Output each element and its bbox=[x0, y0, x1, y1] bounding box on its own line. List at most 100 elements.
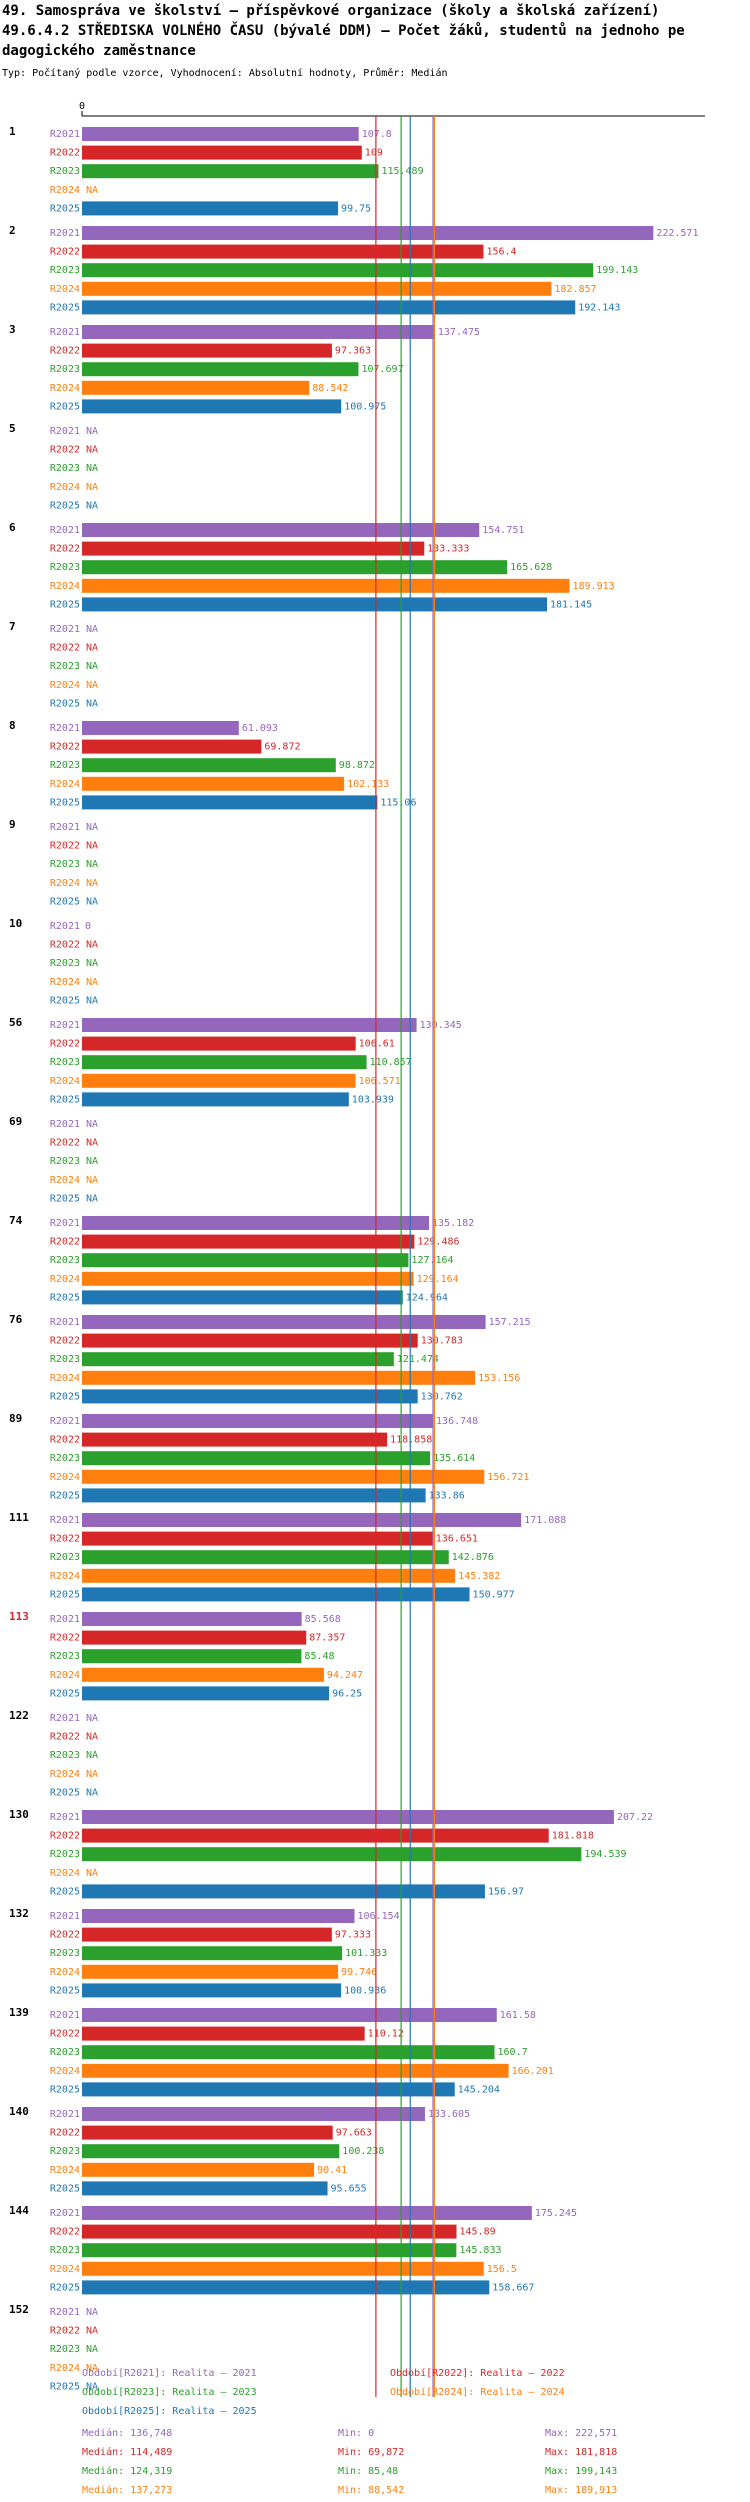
na-label-7-R2021: NA bbox=[86, 624, 98, 635]
bar-74-R2025 bbox=[82, 1290, 403, 1305]
series-label-111-R2021: R2021 bbox=[50, 1515, 80, 1526]
series-label-8-R2022: R2022 bbox=[50, 742, 80, 753]
na-label-10-R2025: NA bbox=[86, 995, 98, 1006]
series-label-9-R2021: R2021 bbox=[50, 822, 80, 833]
value-label-113-R2022: 87.357 bbox=[309, 1633, 345, 1644]
group-label-89: 89 bbox=[9, 1412, 22, 1425]
series-label-122-R2024: R2024 bbox=[50, 1769, 80, 1780]
series-label-140-R2025: R2025 bbox=[50, 2183, 80, 2194]
series-label-8-R2021: R2021 bbox=[50, 723, 80, 734]
value-label-111-R2024: 145.382 bbox=[458, 1571, 500, 1582]
bar-76-R2023 bbox=[82, 1352, 394, 1367]
series-label-5-R2022: R2022 bbox=[50, 445, 80, 456]
value-label-144-R2025: 158.667 bbox=[492, 2282, 534, 2293]
series-label-2-R2024: R2024 bbox=[50, 284, 80, 295]
bar-56-R2024 bbox=[82, 1073, 356, 1088]
value-label-2-R2024: 182.857 bbox=[554, 284, 596, 295]
stat-median-R2022: Medián: 114,489 bbox=[82, 2446, 172, 2458]
series-label-5-R2021: R2021 bbox=[50, 426, 80, 437]
value-label-2-R2025: 192.143 bbox=[578, 302, 620, 313]
bar-8-R2021 bbox=[82, 721, 239, 735]
series-label-89-R2023: R2023 bbox=[50, 1453, 80, 1464]
bar-3-R2021 bbox=[82, 325, 435, 339]
series-label-56-R2023: R2023 bbox=[50, 1057, 80, 1068]
bar-6-R2022 bbox=[82, 541, 425, 556]
legend-item-R2022: Období[R2022]: Realita – 2022 bbox=[390, 2367, 565, 2379]
value-label-144-R2024: 156.5 bbox=[487, 2264, 517, 2275]
series-label-139-R2023: R2023 bbox=[50, 2047, 80, 2058]
bar-144-R2025 bbox=[82, 2280, 490, 2295]
value-label-76-R2025: 130.762 bbox=[421, 1391, 463, 1402]
bar-2-R2024 bbox=[82, 281, 552, 296]
series-label-139-R2022: R2022 bbox=[50, 2029, 80, 2040]
series-label-140-R2021: R2021 bbox=[50, 2109, 80, 2120]
series-label-140-R2024: R2024 bbox=[50, 2165, 80, 2176]
series-label-144-R2025: R2025 bbox=[50, 2282, 80, 2293]
series-label-2-R2023: R2023 bbox=[50, 265, 80, 276]
series-label-7-R2025: R2025 bbox=[50, 698, 80, 709]
bar-76-R2022 bbox=[82, 1333, 418, 1348]
series-label-56-R2025: R2025 bbox=[50, 1094, 80, 1105]
bar-130-R2021 bbox=[82, 1810, 614, 1824]
value-label-8-R2022: 69.872 bbox=[264, 742, 300, 753]
series-label-1-R2024: R2024 bbox=[50, 185, 80, 196]
value-label-74-R2025: 124.964 bbox=[406, 1292, 448, 1303]
value-label-6-R2024: 189.913 bbox=[573, 581, 615, 592]
bar-140-R2023 bbox=[82, 2144, 340, 2159]
series-label-76-R2021: R2021 bbox=[50, 1317, 80, 1328]
series-label-130-R2021: R2021 bbox=[50, 1812, 80, 1823]
na-label-152-R2025: NA bbox=[86, 2381, 98, 2392]
series-label-7-R2021: R2021 bbox=[50, 624, 80, 635]
value-label-76-R2023: 121.474 bbox=[397, 1354, 439, 1365]
stat-max-R2022: Max: 181,818 bbox=[545, 2447, 617, 2458]
series-label-111-R2023: R2023 bbox=[50, 1552, 80, 1563]
bar-1-R2023 bbox=[82, 164, 379, 179]
bar-139-R2023 bbox=[82, 2045, 495, 2060]
value-label-89-R2025: 133.86 bbox=[429, 1490, 465, 1501]
series-label-144-R2021: R2021 bbox=[50, 2208, 80, 2219]
series-label-69-R2022: R2022 bbox=[50, 1138, 80, 1149]
value-label-76-R2024: 153.156 bbox=[478, 1373, 520, 1384]
bar-132-R2022 bbox=[82, 1927, 332, 1942]
series-label-139-R2021: R2021 bbox=[50, 2010, 80, 2021]
series-label-3-R2023: R2023 bbox=[50, 364, 80, 375]
value-label-74-R2021: 135.182 bbox=[432, 1218, 474, 1229]
series-label-130-R2022: R2022 bbox=[50, 1831, 80, 1842]
group-label-144: 144 bbox=[9, 2204, 29, 2217]
value-label-56-R2024: 106.571 bbox=[359, 1076, 401, 1087]
series-label-144-R2022: R2022 bbox=[50, 2227, 80, 2238]
bar-140-R2022 bbox=[82, 2125, 333, 2140]
series-label-10-R2023: R2023 bbox=[50, 958, 80, 969]
series-label-7-R2023: R2023 bbox=[50, 661, 80, 672]
value-label-132-R2022: 97.333 bbox=[335, 1930, 371, 1941]
series-label-113-R2023: R2023 bbox=[50, 1651, 80, 1662]
na-label-10-R2022: NA bbox=[86, 940, 98, 951]
series-label-1-R2025: R2025 bbox=[50, 203, 80, 214]
value-label-113-R2024: 94.247 bbox=[327, 1670, 363, 1681]
bar-74-R2022 bbox=[82, 1234, 415, 1249]
series-label-69-R2023: R2023 bbox=[50, 1156, 80, 1167]
series-label-132-R2021: R2021 bbox=[50, 1911, 80, 1922]
na-label-5-R2024: NA bbox=[86, 482, 98, 493]
na-label-10-R2023: NA bbox=[86, 958, 98, 969]
bar-144-R2024 bbox=[82, 2261, 484, 2276]
value-label-140-R2022: 97.663 bbox=[336, 2128, 372, 2139]
series-label-76-R2023: R2023 bbox=[50, 1354, 80, 1365]
series-label-113-R2022: R2022 bbox=[50, 1633, 80, 1644]
bar-1-R2021 bbox=[82, 127, 359, 141]
value-label-130-R2022: 181.818 bbox=[552, 1831, 594, 1842]
value-label-76-R2022: 130.783 bbox=[421, 1336, 463, 1347]
group-label-1: 1 bbox=[9, 125, 16, 138]
series-label-74-R2024: R2024 bbox=[50, 1274, 80, 1285]
group-label-56: 56 bbox=[9, 1016, 23, 1029]
group-label-122: 122 bbox=[9, 1709, 29, 1722]
value-label-132-R2021: 106.154 bbox=[357, 1911, 399, 1922]
value-label-144-R2023: 145.833 bbox=[459, 2245, 501, 2256]
bar-132-R2024 bbox=[82, 1964, 339, 1979]
bar-140-R2021 bbox=[82, 2107, 425, 2121]
series-label-69-R2021: R2021 bbox=[50, 1119, 80, 1130]
series-label-144-R2023: R2023 bbox=[50, 2245, 80, 2256]
na-label-69-R2021: NA bbox=[86, 1119, 98, 1130]
group-label-132: 132 bbox=[9, 1907, 29, 1920]
